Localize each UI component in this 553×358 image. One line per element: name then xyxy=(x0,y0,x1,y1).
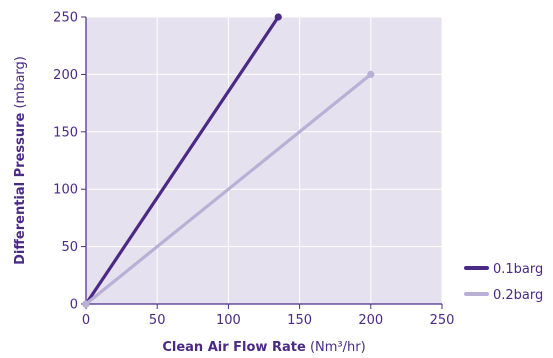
y-tick-label: 150 xyxy=(53,125,78,140)
series-point-0 xyxy=(275,13,282,20)
x-axis-title: Clean Air Flow Rate (Nm³/hr) xyxy=(162,340,365,355)
y-tick-label: 50 xyxy=(61,240,78,255)
y-axis-title-unit: (mbarg) xyxy=(13,56,28,108)
x-tick-label: 100 xyxy=(216,313,241,328)
x-tick-label: 250 xyxy=(430,313,455,328)
x-axis-title-unit: (Nm³/hr) xyxy=(310,340,366,355)
series-point-1 xyxy=(82,300,89,307)
y-tick-label: 250 xyxy=(53,11,78,26)
x-tick-label: 200 xyxy=(358,313,383,328)
x-tick-label: 150 xyxy=(287,313,312,328)
x-axis-title-main: Clean Air Flow Rate xyxy=(162,340,306,355)
x-tick-label: 50 xyxy=(149,313,166,328)
y-axis-title: Differential Pressure (mbarg) xyxy=(13,56,28,265)
legend: 0.1barg 0.2barg xyxy=(466,262,543,303)
y-tick-label: 100 xyxy=(53,183,78,198)
legend-label-0-1barg: 0.1barg xyxy=(493,262,543,277)
y-tick-label: 0 xyxy=(70,298,78,313)
series-point-1 xyxy=(367,71,374,78)
y-tick-label: 200 xyxy=(53,68,78,83)
x-tick-label: 0 xyxy=(82,313,90,328)
legend-label-0-2barg: 0.2barg xyxy=(493,288,543,303)
y-axis-title-main: Differential Pressure xyxy=(13,112,28,264)
